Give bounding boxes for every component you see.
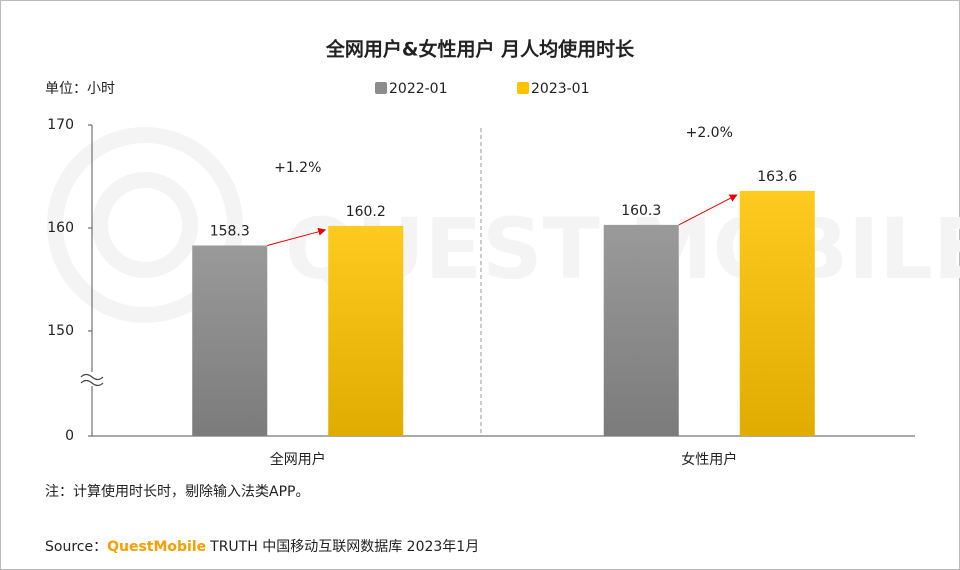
source: Source：QuestMobile TRUTH 中国移动互联网数据库 2023年… bbox=[45, 539, 479, 555]
value-label: 160.3 bbox=[621, 203, 661, 219]
legend-swatch bbox=[517, 82, 529, 94]
legend-label: 2022-01 bbox=[389, 81, 448, 97]
y-tick-label: 170 bbox=[47, 117, 74, 133]
note: 注：计算使用时长时，剔除输入法类APP。 bbox=[45, 483, 309, 500]
y-tick-label: 150 bbox=[47, 323, 74, 339]
source-text: TRUTH 中国移动互联网数据库 2023年1月 bbox=[209, 539, 479, 555]
growth-arrow bbox=[267, 227, 327, 246]
legend-label: 2023-01 bbox=[531, 81, 590, 97]
source-prefix: Source： bbox=[45, 539, 107, 555]
bar-shade bbox=[192, 245, 268, 436]
chart-title: 全网用户&女性用户 月人均使用时长 bbox=[325, 38, 635, 61]
legend-swatch bbox=[375, 82, 387, 94]
bar-shade bbox=[739, 190, 815, 436]
growth-label: +1.2% bbox=[274, 160, 321, 176]
value-label: 160.2 bbox=[346, 204, 386, 220]
source-brand: QuestMobile bbox=[107, 539, 206, 555]
y-tick-label: 160 bbox=[47, 220, 74, 236]
bar-shade bbox=[328, 225, 404, 436]
growth-label: +2.0% bbox=[686, 125, 733, 141]
watermark-logo bbox=[47, 127, 243, 323]
growth-arrow bbox=[678, 194, 738, 226]
x-tick-label: 全网用户 bbox=[270, 451, 326, 468]
value-label: 158.3 bbox=[210, 223, 250, 239]
axis-break bbox=[80, 372, 104, 387]
unit-label: 单位：小时 bbox=[45, 81, 115, 97]
y-tick-label: 0 bbox=[65, 428, 74, 444]
value-label: 163.6 bbox=[757, 169, 797, 185]
x-tick-label: 女性用户 bbox=[681, 451, 737, 468]
bar-shade bbox=[603, 224, 679, 436]
